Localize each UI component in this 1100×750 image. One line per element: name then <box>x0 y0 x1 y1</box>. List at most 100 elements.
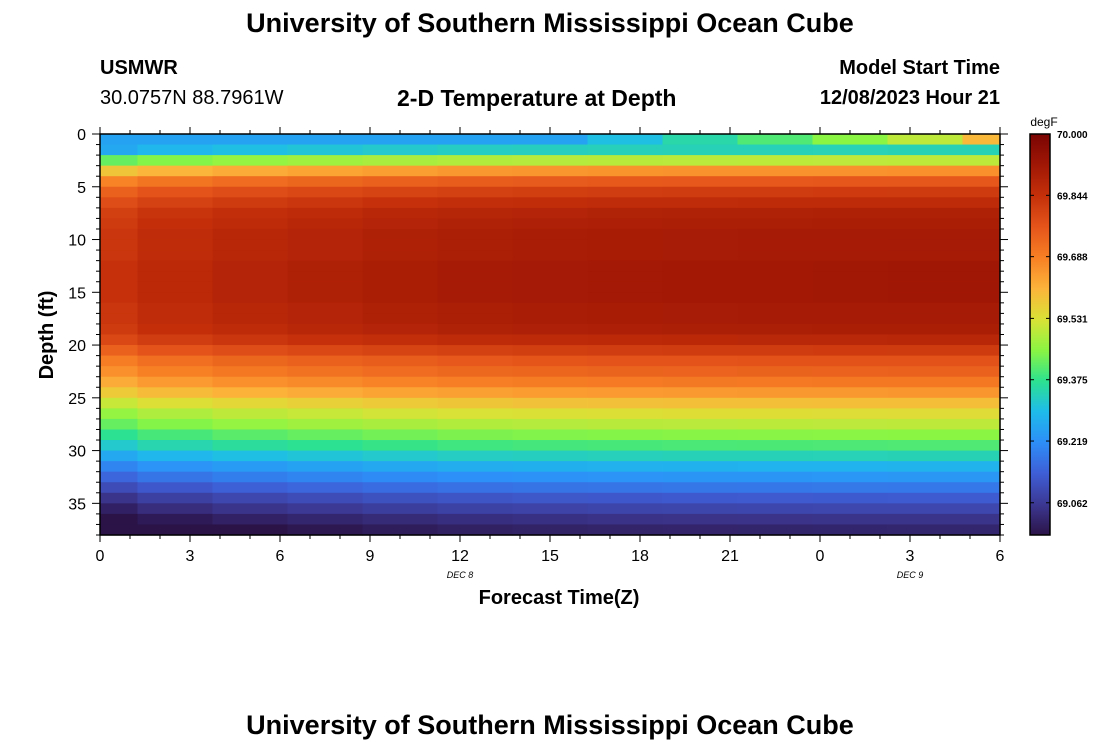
heatmap-cell <box>587 218 664 230</box>
heatmap-cell <box>962 218 1001 230</box>
heatmap-cell <box>100 429 139 441</box>
heatmap-cell <box>437 186 514 198</box>
heatmap-cell <box>587 134 664 146</box>
heatmap-cell <box>587 239 664 251</box>
heatmap-cell <box>137 218 214 230</box>
heatmap-cell <box>137 207 214 220</box>
heatmap-cell <box>100 492 139 504</box>
model-start-label: Model Start Time <box>839 57 1000 79</box>
heatmap-cell <box>587 281 664 293</box>
heatmap-cell <box>287 503 364 515</box>
heatmap-cell <box>887 186 964 198</box>
heatmap-cell <box>512 218 589 230</box>
heatmap-cell <box>737 492 814 504</box>
heatmap-cell <box>512 418 589 431</box>
heatmap-cell <box>962 345 1001 357</box>
heatmap-cell <box>887 482 964 494</box>
heatmap-cell <box>737 450 814 462</box>
heatmap-cell <box>100 302 139 314</box>
heatmap-cell <box>287 397 364 409</box>
heatmap-cell <box>812 366 889 378</box>
heatmap-cell <box>737 228 814 241</box>
heatmap-cell <box>362 418 439 431</box>
heatmap-cell <box>512 355 589 367</box>
heatmap-cell <box>887 144 964 156</box>
heatmap-cell <box>737 186 814 198</box>
heatmap-cell <box>662 503 739 515</box>
heatmap-cell <box>512 134 589 146</box>
date-label: DEC 9 <box>897 570 924 580</box>
heatmap-cell <box>100 260 139 272</box>
heatmap-cell <box>100 228 139 241</box>
heatmap-cell <box>437 418 514 431</box>
heatmap-cell <box>287 418 364 431</box>
heatmap-cell <box>212 355 289 367</box>
heatmap-cell <box>887 165 964 177</box>
heatmap-cell <box>137 250 214 262</box>
heatmap-cell <box>737 334 814 346</box>
heatmap-cell <box>962 397 1001 409</box>
x-tick-label: 0 <box>816 548 825 565</box>
station-coordinates: 30.0757N 88.7961W <box>100 87 284 109</box>
heatmap-cell <box>737 513 814 526</box>
heatmap-cell <box>100 376 139 388</box>
colorbar-tick-label: 69.531 <box>1057 314 1088 325</box>
heatmap-cell <box>587 513 664 526</box>
heatmap-cell <box>662 197 739 209</box>
heatmap-cell <box>662 471 739 483</box>
heatmap-cell <box>137 461 214 473</box>
footer-title: University of Southern Mississippi Ocean… <box>246 710 854 740</box>
heatmap-cell <box>437 471 514 483</box>
heatmap-cell <box>887 281 964 293</box>
heatmap-cell <box>212 492 289 504</box>
heatmap-cell <box>362 271 439 283</box>
heatmap-cell <box>737 313 814 325</box>
heatmap-cell <box>737 376 814 388</box>
heatmap-cell <box>362 323 439 336</box>
heatmap-cell <box>887 418 964 431</box>
heatmap-cell <box>512 482 589 494</box>
heatmap-cell <box>287 440 364 452</box>
heatmap-cell <box>437 366 514 378</box>
heatmap-cell <box>212 408 289 420</box>
heatmap-cell <box>287 492 364 504</box>
y-tick-label: 20 <box>68 338 86 355</box>
heatmap-cell <box>662 313 739 325</box>
heatmap-cell <box>812 418 889 431</box>
heatmap-cell <box>437 482 514 494</box>
heatmap-cell <box>662 323 739 336</box>
heatmap-cell <box>212 155 289 167</box>
heatmap-cell <box>137 397 214 409</box>
heatmap-cell <box>437 302 514 314</box>
heatmap-cell <box>137 376 214 388</box>
heatmap-cell <box>737 524 814 536</box>
heatmap-cell <box>362 302 439 314</box>
heatmap-cell <box>737 482 814 494</box>
heatmap-cell <box>362 387 439 399</box>
heatmap-cell <box>812 482 889 494</box>
heatmap-cell <box>362 524 439 536</box>
heatmap-cell <box>887 513 964 526</box>
heatmap-cell <box>212 482 289 494</box>
heatmap-cell <box>437 165 514 177</box>
heatmap-cell <box>737 260 814 272</box>
x-tick-label: 6 <box>276 548 285 565</box>
heatmap-cell <box>887 408 964 420</box>
heatmap-cell <box>100 134 139 146</box>
heatmap-cell <box>737 155 814 167</box>
heatmap-cell <box>812 155 889 167</box>
heatmap-cell <box>662 334 739 346</box>
heatmap-cell <box>212 397 289 409</box>
heatmap-cell <box>100 313 139 325</box>
heatmap-cell <box>100 186 139 198</box>
heatmap-cell <box>812 302 889 314</box>
heatmap-cell <box>287 302 364 314</box>
heatmap-cell <box>287 355 364 367</box>
heatmap-cell <box>362 144 439 156</box>
heatmap-cell <box>812 429 889 441</box>
heatmap-cell <box>512 292 589 304</box>
heatmap-cell <box>962 524 1001 536</box>
heatmap-cell <box>587 271 664 283</box>
heatmap-cell <box>362 197 439 209</box>
heatmap-cell <box>587 155 664 167</box>
